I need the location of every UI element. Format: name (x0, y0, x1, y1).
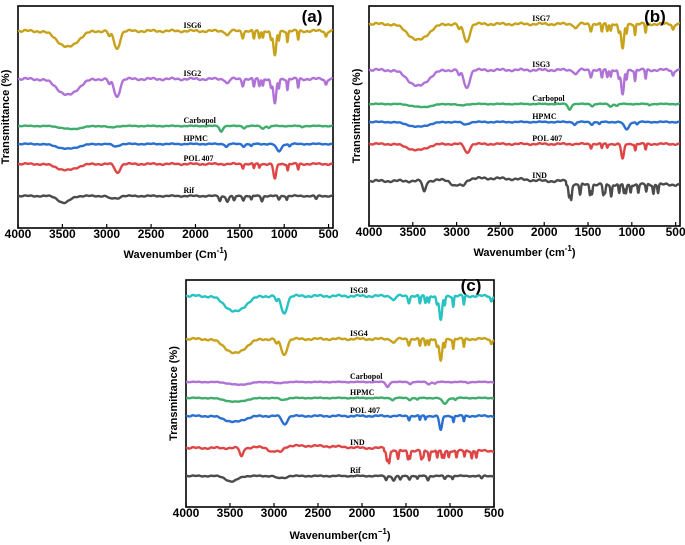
x-tick-label: 1500 (226, 227, 253, 241)
series-line-pol-407 (185, 414, 495, 431)
series-line-rif (17, 194, 334, 205)
x-tick-label: 500 (666, 225, 685, 239)
x-tick-label: 4000 (5, 227, 32, 241)
series-line-hpmc (185, 396, 495, 405)
series-line-isg2 (17, 76, 334, 105)
x-tick-label: 3500 (399, 225, 426, 239)
series-label-hpmc: HPMC (350, 388, 375, 397)
series-label-rif: Rif (183, 186, 194, 195)
x-tick-label: 1000 (437, 506, 464, 520)
series-label-pol-407: POL 407 (183, 154, 213, 163)
x-tick-label: 1500 (393, 506, 420, 520)
plot-frame (185, 279, 495, 508)
panel-label: (a) (302, 7, 323, 26)
panel-label: (c) (461, 276, 482, 295)
series-line-pol-407 (368, 141, 681, 160)
series-label-isg6: ISG6 (183, 21, 201, 30)
panel-c: ISG8 ISG4 Carbopol HPMC POL 407 IND Rif 4000 350… (168, 276, 504, 542)
series-line-isg7 (368, 21, 681, 50)
series-line-ind (368, 176, 681, 202)
x-tick-label: 3000 (443, 225, 470, 239)
series-line-carbopol (17, 124, 334, 133)
series-line-isg3 (368, 67, 681, 96)
series-label-ind: IND (532, 171, 547, 180)
x-axis-title: Wavenumber (Cm-1) (124, 246, 228, 261)
series-label-isg2: ISG2 (183, 69, 201, 78)
panel-label: (b) (644, 7, 666, 26)
x-tick-label: 500 (484, 506, 504, 520)
x-tick-label: 3000 (261, 506, 288, 520)
x-tick-label: 4000 (173, 506, 200, 520)
series-line-isg4 (185, 336, 495, 362)
x-tick-label: 2500 (305, 506, 332, 520)
x-tick-label: 3000 (93, 227, 120, 241)
x-axis-title: Wavenumber (cm-1) (473, 244, 575, 259)
x-axis-title: Wavenumber(cm−1) (289, 527, 390, 542)
series-label-hpmc: HPMC (532, 112, 557, 121)
x-tick-label: 2000 (182, 227, 209, 241)
y-axis-title: Transmittance (%) (351, 68, 363, 163)
x-tick-label: 3500 (217, 506, 244, 520)
panel-a: ISG6 ISG2 Carbopol HPMC POL 407 Rif 4000 3500 30… (0, 5, 339, 261)
series-line-carbopol (185, 380, 495, 389)
y-axis-title: Transmittance (%) (168, 346, 180, 441)
series-label-carbopol: Carbopol (532, 94, 565, 103)
x-tick-label: 2000 (349, 506, 376, 520)
x-tick-label: 2500 (138, 227, 165, 241)
series-label-hpmc: HPMC (183, 134, 208, 143)
plot-frame (368, 5, 681, 227)
series-label-ind: IND (350, 438, 365, 447)
series-line-isg6 (17, 28, 334, 57)
series-line-pol-407 (17, 161, 334, 180)
x-tick-label: 1500 (575, 225, 602, 239)
series-label-isg3: ISG3 (532, 60, 550, 69)
series-line-hpmc (368, 120, 681, 131)
series-label-isg7: ISG7 (532, 14, 550, 23)
series-label-isg4: ISG4 (350, 329, 368, 338)
series-line-carbopol (368, 102, 681, 111)
panel-b: ISG7 ISG3 Carbopol HPMC POL 407 IND 4000 3500 30… (351, 5, 685, 259)
plot-frame (17, 5, 334, 229)
series-line-rif (185, 474, 495, 483)
series-line-ind (185, 443, 495, 465)
x-tick-label: 1000 (618, 225, 645, 239)
x-tick-label: 4000 (356, 225, 383, 239)
y-axis-title: Transmittance (%) (0, 69, 12, 164)
series-label-pol-407: POL 407 (350, 406, 380, 415)
x-tick-label: 1000 (271, 227, 298, 241)
series-label-carbopol: Carbopol (183, 116, 216, 125)
series-line-hpmc (17, 142, 334, 153)
x-tick-label: 3500 (49, 227, 76, 241)
series-label-carbopol: Carbopol (350, 372, 383, 381)
x-tick-label: 2500 (487, 225, 514, 239)
series-label-isg8: ISG8 (350, 286, 368, 295)
x-tick-label: 2000 (531, 225, 558, 239)
x-tick-label: 500 (319, 227, 339, 241)
series-label-pol-407: POL 407 (532, 134, 562, 143)
series-label-rif: Rif (350, 466, 361, 475)
series-line-isg8 (185, 293, 495, 321)
